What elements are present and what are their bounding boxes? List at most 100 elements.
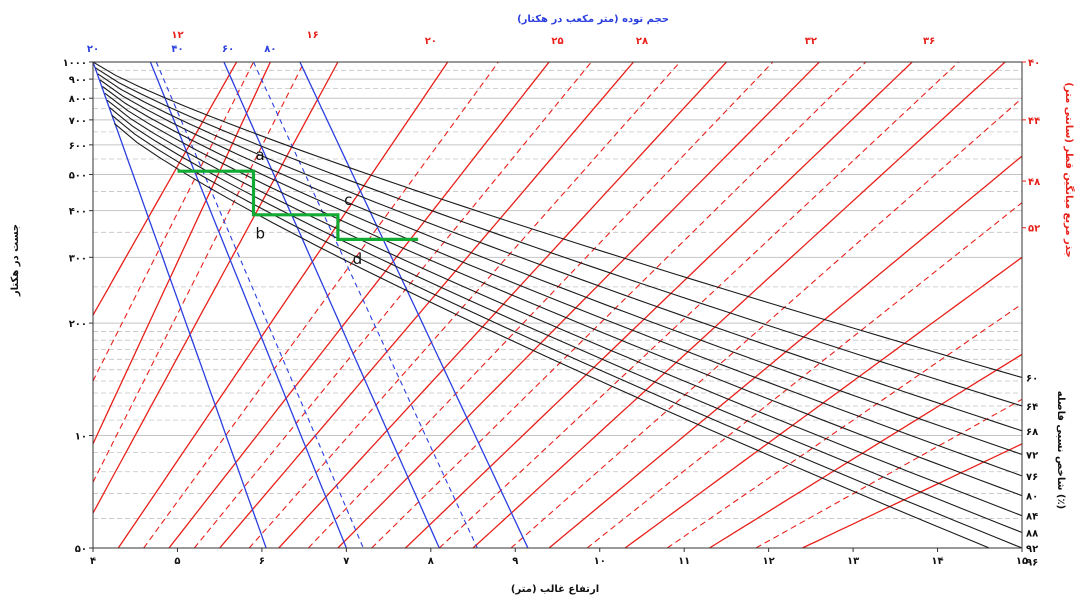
red-dashed-line-0 — [93, 62, 254, 382]
top-axis-title: حجم توده (متر مکعب در هکتار) — [517, 14, 669, 25]
right-red-label: ۴۰ — [1028, 58, 1040, 69]
y-tick-label: ۱۰۰۰ — [63, 58, 87, 69]
labels-group: a b c d ۴ ۵ ۶ ۷ ۸ ۹ ۱۰ ۱۱ ۱۲ ۱۳ ۱۴ ۱۵ ۱۰۰۰ ۹۰۰ ۸۰۰ ۷۰۰ ۶۰۰ ۵۰… — [63, 30, 1041, 569]
red-series-line-12 — [709, 353, 1022, 548]
rsi-line-7 — [109, 107, 1022, 534]
top-red-label: ۲۵ — [551, 36, 563, 47]
point-label-c: c — [344, 191, 352, 209]
y-tick-label: ۵۰ — [75, 544, 87, 555]
red-dashed-line-4 — [248, 62, 681, 548]
top-red-label: ۳۶ — [923, 36, 935, 47]
top-red-label: ۲۸ — [636, 36, 648, 47]
red-dashed-line-6 — [371, 62, 867, 548]
right-black-label: ۸۴ — [1026, 512, 1038, 523]
y-tick-label: ۶۰۰ — [69, 141, 87, 152]
x-tick-label: ۵ — [174, 556, 180, 567]
top-red-label: ۲۰ — [425, 36, 437, 47]
x-tick-label: ۷ — [343, 556, 349, 567]
rsi-line-5 — [104, 92, 1022, 497]
red-series-line-7 — [337, 62, 820, 548]
x-tick-label: ۱۳ — [847, 556, 859, 567]
x-tick-label: ۹ — [512, 556, 518, 567]
red-dashed-line-11 — [755, 398, 1022, 548]
blue-series-group — [93, 62, 529, 548]
plot-area-frame — [92, 61, 1023, 549]
x-axis-title: ارتفاع غالب (متر) — [511, 584, 599, 595]
red-dashed-line-5 — [308, 62, 774, 548]
y-tick-label: ۱۰ — [75, 432, 87, 443]
right-black-label: ۸۰ — [1026, 492, 1038, 503]
rsi-line-8 — [111, 114, 1022, 548]
red-dashed-line-3 — [193, 62, 592, 548]
y-tick-label: ۴۰۰ — [69, 207, 87, 218]
y-tick-label: ۸۰۰ — [69, 94, 87, 105]
black-series-group — [93, 62, 1022, 548]
rsi-line-3 — [99, 79, 1022, 456]
y-tick-label: ۳۰۰ — [69, 253, 87, 264]
blue-dashed-line-1 — [252, 62, 478, 548]
y-axis-title: جست در هکتار — [10, 224, 21, 297]
x-tick-label: ۶ — [259, 556, 265, 567]
x-tick-label: ۱۵ — [1016, 556, 1028, 567]
right-black-label: ۹۲ — [1026, 544, 1038, 555]
top-red-label: ۱۶ — [306, 30, 318, 41]
right-black-label: ۷۶ — [1026, 472, 1038, 483]
right-black-label: ۷۲ — [1026, 450, 1038, 461]
right-black-label: ۶۰ — [1026, 374, 1038, 385]
top-blue-label: ۶۰ — [222, 44, 234, 55]
red-series-line-2 — [93, 62, 339, 514]
x-tick-label: ۱۴ — [931, 556, 943, 567]
red-dashed-line-2 — [143, 62, 499, 548]
x-tick-label: ۱۱ — [678, 556, 690, 567]
x-tick-label: ۴ — [90, 556, 96, 567]
rsi-line-2 — [97, 73, 1022, 432]
red-dashed-line-7 — [438, 62, 960, 548]
y-tick-label: ۷۰۰ — [69, 116, 87, 127]
red-series-line-9 — [472, 62, 1006, 548]
point-label-b: b — [255, 225, 265, 243]
top-blue-label: ۴۰ — [171, 44, 183, 55]
green-step-path — [177, 169, 419, 241]
right-black-label: ۹۶ — [1026, 558, 1038, 569]
red-series-line-3 — [117, 62, 449, 548]
rsi-line-4 — [102, 86, 1022, 477]
green-path-group — [177, 169, 419, 241]
blue-series-line-2 — [223, 62, 440, 548]
right-black-axis-title: شاخص نسبی فاصله (٪) — [1055, 391, 1066, 509]
right-red-label: ۴۴ — [1028, 116, 1040, 127]
red-dashed-line-1 — [93, 62, 305, 483]
rsi-line-6 — [106, 99, 1022, 517]
top-blue-label: ۲۰ — [87, 44, 99, 55]
red-series-line-13 — [802, 443, 1022, 548]
blue-dashed-line-0 — [155, 62, 364, 548]
point-label-d: d — [353, 250, 363, 268]
red-series-line-1 — [93, 62, 271, 445]
red-dashed-line-8 — [510, 97, 1022, 548]
red-series-line-0 — [93, 62, 238, 316]
red-series-line-6 — [278, 62, 727, 548]
blue-series-line-3 — [299, 62, 529, 548]
top-red-label: ۳۲ — [805, 36, 817, 47]
right-black-label: ۶۴ — [1026, 402, 1038, 413]
top-red-label: ۱۲ — [171, 30, 183, 41]
x-tick-label: ۸ — [428, 556, 434, 567]
red-dashed-line-9 — [586, 202, 1022, 548]
x-tick-label: ۱۰ — [594, 556, 606, 567]
y-tick-label: ۹۰۰ — [69, 75, 87, 86]
rsi-line-0 — [93, 62, 1022, 379]
y-tick-label: ۵۰۰ — [69, 170, 87, 181]
red-series-line-5 — [219, 62, 634, 548]
right-red-axis-title: جذر مربع میانگین قطر (سانتی متر) — [1063, 82, 1076, 258]
red-series-group — [93, 62, 1022, 548]
right-black-label: ۸۸ — [1026, 529, 1038, 540]
x-tick-label: ۱۲ — [763, 556, 775, 567]
blue-series-line-0 — [93, 62, 267, 548]
red-series-line-4 — [168, 62, 550, 548]
right-red-label: ۴۸ — [1028, 177, 1040, 188]
y-tick-label: ۲۰۰ — [69, 319, 87, 330]
right-black-label: ۶۸ — [1026, 427, 1038, 438]
rsi-line-1 — [95, 67, 1022, 407]
rsi-line-9 — [113, 122, 991, 548]
top-blue-label: ۸۰ — [264, 44, 276, 55]
